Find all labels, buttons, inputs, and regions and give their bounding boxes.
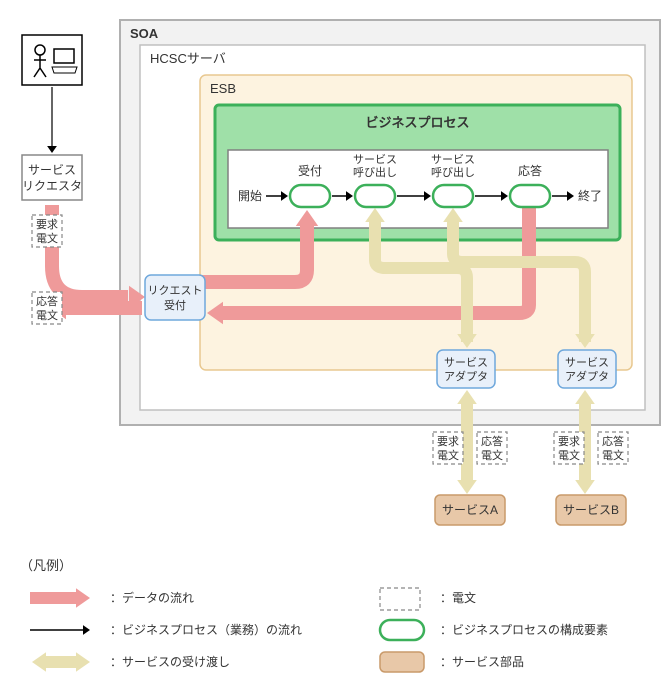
svg-text:応答: 応答	[36, 294, 58, 308]
svg-text:SOA: SOA	[130, 26, 159, 41]
svg-text:電文: 電文	[36, 308, 58, 322]
svg-text:：サービスの受け渡し: ：サービスの受け渡し	[110, 654, 230, 669]
svg-text:要求: 要求	[437, 435, 459, 448]
svg-text:呼び出し: 呼び出し	[353, 165, 397, 179]
svg-text:リクエスタ: リクエスタ	[22, 179, 82, 193]
svg-text:ビジネスプロセス: ビジネスプロセス	[365, 115, 469, 130]
svg-text:要求: 要求	[36, 218, 58, 231]
svg-text:応答: 応答	[481, 434, 503, 448]
svg-text:終了: 終了	[578, 188, 602, 203]
svg-text:応答: 応答	[602, 434, 624, 448]
svg-text:サービス: サービス	[565, 356, 609, 369]
svg-text:HCSCサーバ: HCSCサーバ	[150, 51, 226, 66]
svg-text:サービスA: サービスA	[442, 503, 498, 517]
svg-text:ESB: ESB	[210, 81, 236, 96]
svg-text:（凡例）: （凡例）	[20, 558, 72, 573]
svg-text:電文: 電文	[481, 448, 503, 462]
svg-text:アダプタ: アダプタ	[565, 369, 609, 383]
svg-text:サービス: サービス	[444, 356, 488, 369]
svg-text:サービス: サービス	[28, 163, 76, 177]
svg-text:呼び出し: 呼び出し	[431, 165, 475, 179]
svg-text:受付: 受付	[164, 299, 186, 312]
svg-text:：ビジネスプロセスの構成要素: ：ビジネスプロセスの構成要素	[440, 623, 608, 637]
svg-text:サービスB: サービスB	[563, 503, 619, 517]
svg-text:サービス: サービス	[431, 153, 475, 166]
svg-text:電文: 電文	[36, 231, 58, 245]
svg-text:応答: 応答	[518, 163, 542, 178]
svg-text:アダプタ: アダプタ	[444, 369, 488, 383]
svg-text:：電文: ：電文	[440, 590, 476, 605]
svg-text:：サービス部品: ：サービス部品	[440, 654, 524, 669]
svg-text:リクエスト: リクエスト	[148, 284, 203, 297]
svg-text:電文: 電文	[558, 448, 580, 462]
architecture-diagram: SOAHCSCサーバESBビジネスプロセス開始終了受付サービス呼び出しサービス呼…	[10, 10, 663, 675]
svg-text:サービス: サービス	[353, 153, 397, 166]
svg-text:電文: 電文	[602, 448, 624, 462]
svg-text:電文: 電文	[437, 448, 459, 462]
svg-text:開始: 開始	[238, 189, 262, 203]
svg-text:要求: 要求	[558, 435, 580, 448]
svg-text:：データの流れ: ：データの流れ	[110, 590, 194, 605]
svg-text:受付: 受付	[298, 164, 322, 178]
svg-text:：ビジネスプロセス（業務）の流れ: ：ビジネスプロセス（業務）の流れ	[110, 623, 302, 637]
